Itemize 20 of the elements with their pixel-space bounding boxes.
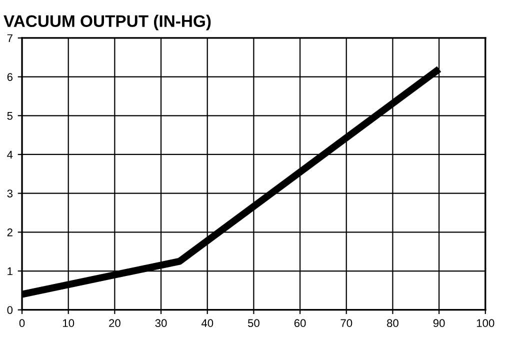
x-tick-label: 50	[248, 319, 260, 328]
y-tick-label: 2	[7, 228, 12, 236]
x-tick-label: 80	[387, 319, 398, 328]
y-tick-label: 3	[7, 190, 12, 198]
x-tick-label: 90	[433, 319, 445, 328]
y-tick-label: 7	[7, 34, 12, 42]
x-tick-label: 70	[340, 319, 352, 328]
y-tick-label: 1	[8, 267, 12, 276]
y-tick-label: 4	[7, 150, 13, 159]
x-tick-label: 0	[19, 319, 25, 328]
x-tick-label: 10	[63, 319, 74, 328]
y-tick-label: 6	[7, 73, 12, 81]
x-tick-label: 30	[155, 319, 167, 328]
y-tick-label: 5	[7, 112, 13, 120]
chart-title: VACUUM OUTPUT (IN-HG)	[4, 14, 211, 30]
x-tick-label: 60	[294, 319, 306, 328]
x-tick-label: 40	[201, 319, 214, 328]
x-tick-label: 20	[109, 319, 120, 328]
x-tick-label: 100	[476, 319, 494, 328]
y-tick-label: 0	[7, 306, 13, 314]
